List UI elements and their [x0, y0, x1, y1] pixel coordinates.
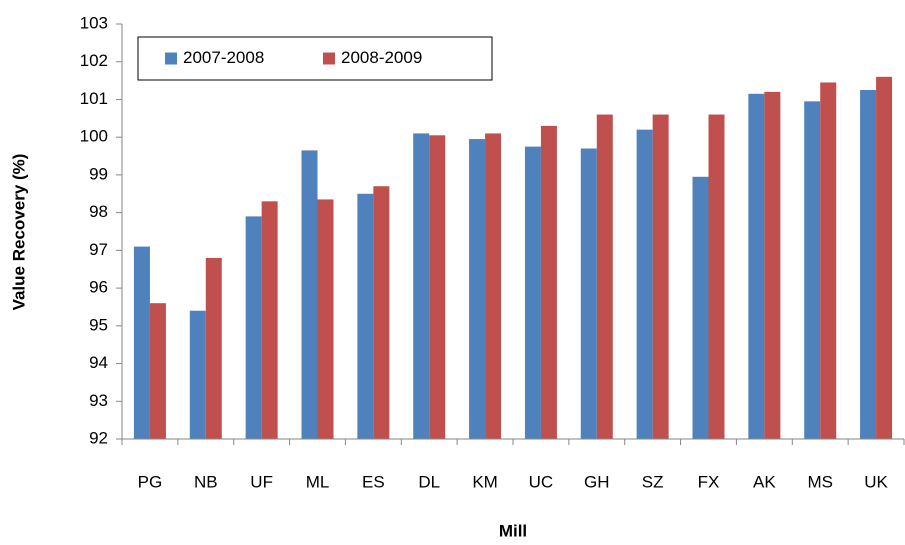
- bar: [317, 199, 334, 439]
- y-tick-label: 92: [89, 428, 108, 447]
- bar: [708, 114, 725, 439]
- bar: [636, 129, 653, 440]
- bar: [133, 246, 150, 439]
- bar: [580, 148, 597, 439]
- bar: [301, 150, 318, 440]
- y-tick-label: 100: [80, 127, 108, 146]
- bar: [261, 201, 278, 439]
- y-tick-label: 95: [89, 315, 108, 334]
- y-tick-label: 103: [80, 13, 108, 32]
- x-tick-label: UC: [529, 472, 554, 491]
- x-tick-label: ES: [362, 472, 385, 491]
- x-tick-label: SZ: [642, 472, 664, 491]
- bar: [429, 135, 446, 439]
- x-tick-label: MS: [807, 472, 833, 491]
- y-tick-label: 96: [89, 278, 108, 297]
- bar: [373, 186, 390, 439]
- x-tick-label: KM: [472, 472, 498, 491]
- y-tick-label: 101: [80, 89, 108, 108]
- bar: [524, 146, 541, 439]
- bar: [245, 216, 262, 439]
- legend-swatch: [323, 52, 335, 65]
- bar: [149, 303, 166, 439]
- x-tick-label: FX: [698, 472, 720, 491]
- y-tick-label: 102: [80, 51, 108, 70]
- x-tick-label: GH: [584, 472, 610, 491]
- bar: [748, 93, 765, 439]
- x-tick-label: NB: [194, 472, 218, 491]
- x-axis-title: Mill: [499, 521, 527, 540]
- y-tick-label: 93: [89, 391, 108, 410]
- x-tick-label: UF: [250, 472, 273, 491]
- x-tick-label: PG: [138, 472, 163, 491]
- bar: [876, 76, 893, 440]
- bar: [413, 133, 430, 439]
- y-tick-label: 97: [89, 240, 108, 259]
- bar: [485, 133, 502, 439]
- x-tick-label: ML: [306, 472, 330, 491]
- bar: [596, 114, 613, 439]
- bar: [205, 257, 222, 439]
- legend-swatch: [165, 52, 177, 65]
- bar: [540, 125, 557, 439]
- legend-label: 2007-2008: [183, 48, 264, 67]
- y-tick-label: 94: [89, 353, 108, 372]
- bar: [820, 82, 837, 440]
- y-tick-label: 98: [89, 202, 108, 221]
- bar: [357, 193, 374, 439]
- x-tick-label: AK: [753, 472, 776, 491]
- bar: [764, 91, 781, 439]
- y-tick-label: 99: [89, 164, 108, 183]
- x-tick-label: DL: [418, 472, 440, 491]
- legend-label: 2008-2009: [341, 48, 422, 67]
- bar: [804, 101, 821, 439]
- y-axis-title: Value Recovery (%): [9, 154, 28, 311]
- bar: [692, 176, 709, 439]
- bar: [860, 90, 877, 439]
- x-tick-label: UK: [864, 472, 888, 491]
- bar: [469, 139, 486, 439]
- bar: [189, 310, 206, 439]
- legend-box: [137, 36, 493, 81]
- bar: [652, 114, 669, 439]
